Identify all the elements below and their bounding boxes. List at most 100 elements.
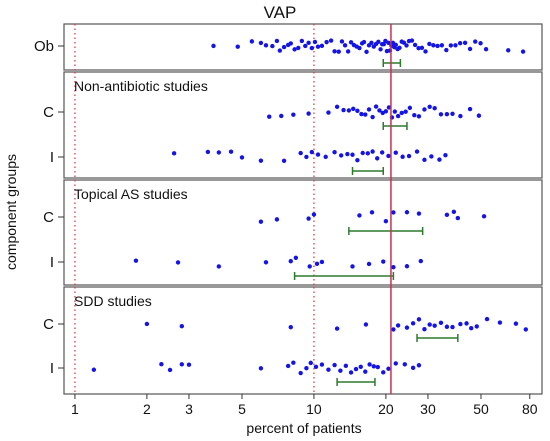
- data-point: [444, 111, 450, 117]
- data-point: [457, 40, 463, 46]
- data-point: [357, 45, 362, 51]
- data-point: [386, 40, 391, 46]
- chart-title: VAP: [264, 3, 297, 22]
- data-point: [350, 264, 355, 269]
- panel-frame: [63, 286, 543, 395]
- data-point: [342, 43, 348, 48]
- data-point: [458, 113, 463, 119]
- data-point: [453, 43, 458, 48]
- data-point: [363, 369, 368, 374]
- data-point: [435, 43, 440, 49]
- data-point: [211, 43, 216, 49]
- x-tick-label: 30: [420, 401, 436, 417]
- data-point: [334, 104, 340, 109]
- data-point: [451, 209, 457, 215]
- data-point: [285, 363, 291, 369]
- data-point: [353, 366, 359, 372]
- x-tick-label: 5: [238, 401, 246, 417]
- data-point: [407, 105, 413, 111]
- data-point: [506, 48, 511, 53]
- data-point: [228, 149, 234, 154]
- data-point: [483, 46, 489, 52]
- data-point: [393, 42, 398, 48]
- data-point: [381, 259, 386, 264]
- data-point: [274, 217, 280, 222]
- data-point: [263, 43, 269, 48]
- row-label: I: [50, 360, 54, 377]
- data-point: [402, 362, 408, 367]
- data-point: [458, 321, 463, 327]
- panel-frame: [63, 179, 543, 286]
- data-point: [423, 49, 428, 54]
- data-point: [345, 49, 351, 54]
- data-point: [270, 43, 275, 49]
- data-point: [469, 326, 474, 331]
- data-point: [427, 104, 432, 109]
- data-point: [307, 264, 312, 269]
- data-point: [432, 323, 437, 328]
- data-point: [274, 38, 280, 44]
- data-point: [375, 364, 380, 370]
- data-point: [355, 108, 360, 114]
- data-point: [467, 46, 473, 52]
- panel-label: Non-antibiotic studies: [74, 78, 208, 94]
- data-point: [375, 156, 380, 161]
- data-point: [292, 47, 297, 52]
- x-axis-label: percent of patients: [246, 420, 361, 436]
- data-point: [365, 151, 370, 156]
- data-point: [397, 45, 402, 51]
- data-point: [429, 154, 434, 159]
- data-point: [258, 366, 264, 371]
- data-point: [343, 363, 349, 369]
- data-point: [357, 213, 362, 218]
- data-point: [386, 366, 391, 371]
- data-point: [361, 39, 367, 45]
- data-point: [422, 107, 427, 112]
- data-point: [381, 370, 386, 375]
- data-point: [291, 112, 296, 117]
- data-point: [313, 364, 319, 369]
- data-point: [395, 113, 401, 119]
- data-point: [216, 264, 222, 269]
- data-point: [298, 150, 303, 156]
- plot-area: Ob Non-antibiotic studies C I Topical AS stu…: [34, 23, 543, 417]
- data-point: [450, 111, 455, 116]
- data-point: [369, 40, 374, 45]
- data-point: [476, 113, 482, 118]
- data-point: [422, 157, 427, 163]
- data-point: [373, 104, 379, 109]
- data-point: [351, 106, 356, 112]
- data-point: [304, 365, 309, 371]
- data-point: [359, 111, 364, 117]
- data-point: [258, 219, 264, 224]
- data-point: [332, 150, 337, 155]
- data-point: [473, 39, 478, 44]
- data-point: [467, 106, 473, 112]
- data-point: [392, 109, 398, 114]
- data-point: [438, 320, 444, 326]
- data-point: [377, 108, 382, 113]
- data-point: [395, 323, 401, 328]
- data-point: [319, 362, 325, 367]
- y-axis-label: component groups: [3, 154, 19, 270]
- data-point: [367, 362, 372, 367]
- data-point: [336, 49, 341, 54]
- data-point: [360, 150, 365, 156]
- row-label: C: [43, 104, 54, 121]
- data-point: [364, 49, 369, 55]
- data-point: [175, 260, 181, 265]
- data-point: [363, 322, 369, 327]
- x-tick-label: 80: [522, 401, 538, 417]
- data-point: [303, 43, 308, 49]
- data-point: [309, 45, 315, 51]
- row-label: I: [50, 149, 54, 166]
- data-point: [348, 40, 354, 45]
- data-point: [412, 113, 417, 118]
- data-point: [383, 109, 389, 114]
- data-point: [205, 149, 211, 155]
- data-point: [324, 39, 329, 45]
- data-point: [277, 48, 283, 53]
- data-point: [91, 367, 97, 372]
- data-point: [249, 39, 255, 44]
- data-point: [399, 110, 404, 116]
